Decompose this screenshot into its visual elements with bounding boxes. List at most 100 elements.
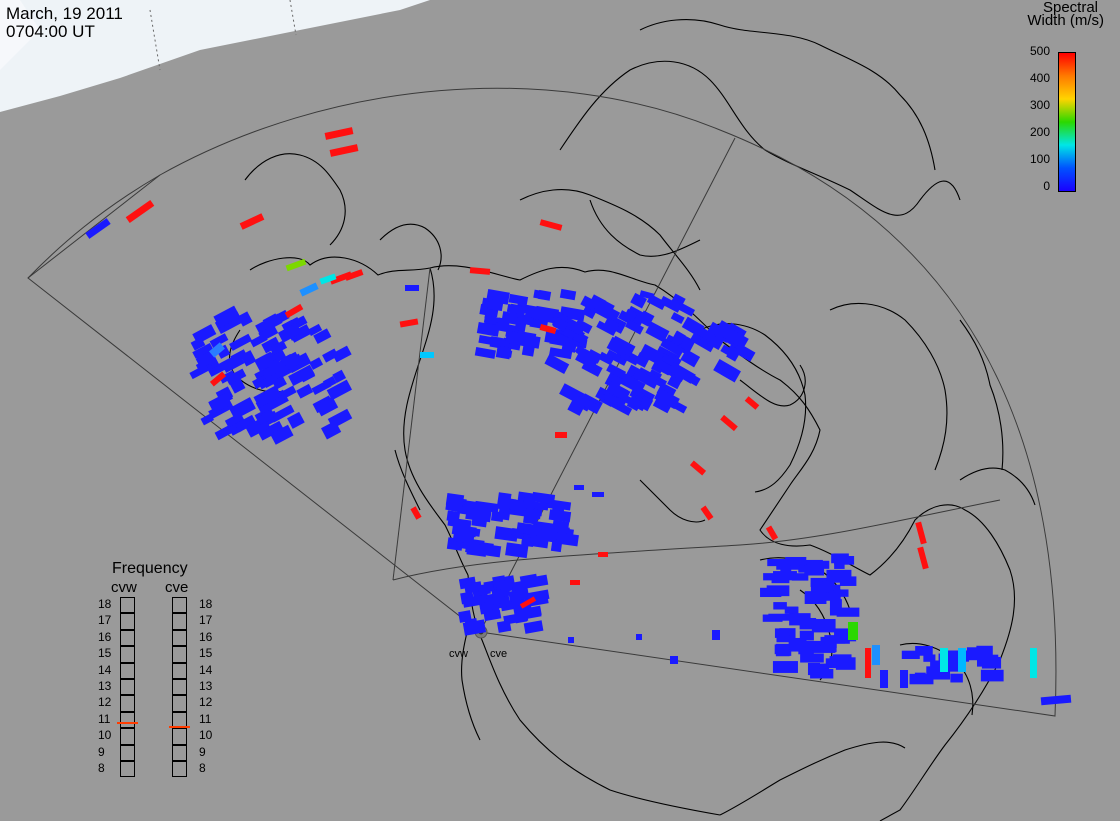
echo-cell (230, 349, 248, 364)
echo-cell-mid (209, 342, 225, 358)
echo-cell (926, 666, 938, 674)
echo-cell (523, 515, 539, 525)
frequency-cell (172, 679, 187, 696)
echo-cell (490, 510, 505, 523)
echo-cell (810, 583, 829, 594)
echo-cell (214, 424, 234, 441)
frequency-tick: 15 (98, 646, 112, 661)
echo-cell (626, 396, 642, 412)
echo-cell (670, 363, 696, 384)
echo-cell (789, 613, 811, 626)
echo-cell (659, 295, 682, 313)
echo-cell (596, 320, 617, 336)
echo-cell (780, 662, 794, 671)
frequency-tick: 17 (199, 613, 213, 628)
echo-cell-high (519, 596, 537, 609)
echo-cell (804, 591, 827, 604)
echo-cell (544, 353, 570, 374)
echo-cell (258, 371, 284, 390)
echo-cell (270, 404, 295, 423)
echo-cell (923, 654, 936, 662)
echo-cell-high (555, 432, 567, 438)
frequency-cell (120, 679, 135, 696)
frequency-tick: 14 (98, 662, 112, 677)
echo-cell (639, 290, 655, 300)
echo-cell (287, 411, 305, 429)
echo-cell (465, 542, 488, 555)
echo-cell (606, 336, 629, 357)
echo-cell (799, 630, 814, 641)
echo-cell-high (329, 144, 359, 157)
frequency-cell (172, 613, 187, 630)
echo-cell (829, 599, 842, 611)
site-label-cvw: cvw (449, 648, 468, 660)
echo-cell (813, 645, 836, 653)
echo-cell (825, 658, 839, 669)
echo-cell-mid (420, 352, 434, 358)
echo-cell (592, 492, 604, 497)
frequency-cell (172, 629, 187, 647)
echo-cell (311, 379, 332, 395)
echo-cell (670, 312, 685, 325)
echo-cell (829, 607, 850, 616)
freq-radar-label-cve: cve (165, 579, 189, 596)
echo-cell (604, 392, 626, 409)
echo-cell-high (125, 200, 155, 223)
frequency-cell (172, 597, 187, 614)
frequency-tick: 10 (199, 728, 213, 743)
echo-cell (225, 368, 247, 385)
echo-cell (213, 305, 241, 329)
echo-cell (447, 517, 472, 529)
echo-cell (523, 574, 549, 589)
echo-cell-high (399, 318, 419, 328)
echo-cell (671, 330, 686, 346)
frequency-tick: 13 (98, 679, 112, 693)
echo-cell (721, 326, 749, 349)
echo-cell-high (469, 267, 491, 275)
echo-cell (950, 673, 963, 683)
echo-cell (552, 519, 570, 531)
echo-cell (513, 603, 533, 619)
frequency-cell (172, 761, 187, 778)
echo-cell (200, 413, 214, 426)
echo-cell (315, 396, 339, 417)
echo-cell (579, 397, 599, 413)
echo-cell (309, 357, 324, 370)
date-label: March, 19 2011 (6, 4, 123, 23)
echo-cell (822, 581, 834, 591)
frequency-cell (120, 744, 135, 761)
echo-cell (800, 653, 824, 663)
echo-cell (766, 585, 790, 597)
echo-cell (508, 588, 530, 602)
echo-cell (269, 340, 288, 356)
echo-cell-high (209, 371, 227, 387)
echo-cell (548, 509, 572, 523)
echo-cell (511, 528, 525, 539)
echo-cell (445, 493, 465, 507)
echo-cell (613, 385, 631, 402)
echo-cell (465, 581, 483, 593)
echo-cell (508, 499, 528, 511)
echo-cell (618, 372, 646, 395)
echo-cell (208, 393, 232, 414)
echo-cell (791, 573, 809, 581)
radar-echoes (85, 127, 1072, 706)
frequency-tick: 12 (98, 695, 112, 710)
colorbar (1058, 52, 1076, 192)
echo-cell (568, 637, 574, 643)
frequency-cell (120, 597, 135, 614)
echo-cell (680, 349, 701, 368)
frequency-title: Frequency (112, 560, 188, 577)
echo-cell (322, 348, 339, 363)
echo-cell (914, 672, 926, 683)
echo-cell (625, 319, 644, 335)
echo-cell (254, 351, 277, 372)
echo-cell (505, 542, 529, 559)
echo-cell (255, 313, 283, 335)
freq-radar-label-cvw: cvw (111, 579, 137, 596)
echo-cell-high (539, 219, 563, 231)
echo-cell (209, 333, 229, 349)
colorbar-tick: 100 (1029, 152, 1050, 166)
echo-cell-high (284, 303, 304, 319)
